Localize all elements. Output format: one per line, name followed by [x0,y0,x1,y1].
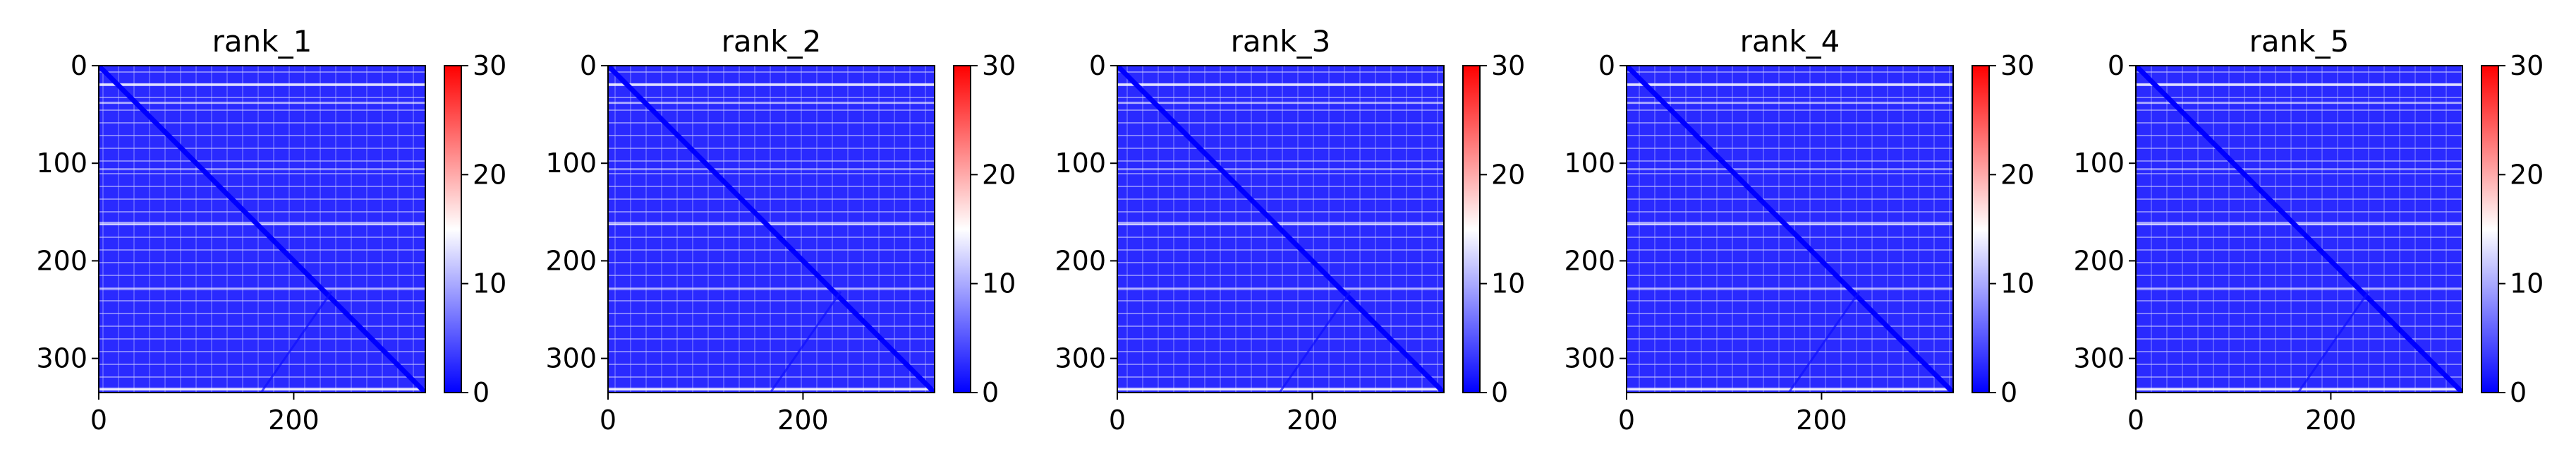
heatmap-image [99,66,425,393]
panel-title: rank_5 [2249,24,2350,59]
colorbar [444,65,462,393]
x-tick-label: 0 [90,405,107,436]
colorbar-tick-label: 10 [473,268,506,299]
y-tick-label: 100 [36,148,87,179]
axes-frame [2135,65,2463,393]
y-tick-label: 0 [580,50,597,81]
y-tick-label: 300 [36,343,87,374]
panel-title: rank_4 [1740,24,1840,59]
y-tick-label: 300 [545,343,597,374]
x-tick-label: 0 [1618,405,1635,436]
x-tick-label: 0 [2127,405,2144,436]
y-tick-label: 300 [1055,343,1106,374]
axes-frame [607,65,935,393]
y-tick-label: 0 [1598,50,1615,81]
heatmap-image [1117,66,1444,393]
colorbar-tick-label: 0 [2000,377,2017,408]
colorbar-tick-label: 10 [2510,268,2544,299]
colorbar-tick-label: 30 [982,50,1016,81]
x-tick-label: 200 [268,405,320,436]
colorbar-tick-label: 0 [1491,377,1508,408]
colorbar-tick-label: 20 [473,159,506,190]
colorbar-tick-label: 30 [473,50,506,81]
colorbar-tick-label: 20 [982,159,1016,190]
y-tick-label: 300 [2073,343,2125,374]
colorbar [1972,65,1990,393]
colorbar-tick-label: 30 [2000,50,2034,81]
y-tick-label: 100 [2073,148,2125,179]
colorbar-tick-label: 0 [982,377,999,408]
panel-title: rank_2 [722,24,822,59]
y-tick-label: 300 [1564,343,1615,374]
x-tick-label: 0 [1109,405,1126,436]
colorbar [1462,65,1481,393]
y-tick-label: 200 [1055,245,1106,276]
y-tick-label: 100 [545,148,597,179]
y-tick-label: 200 [2073,245,2125,276]
colorbar-tick-label: 10 [1491,268,1525,299]
colorbar-tick-label: 30 [2510,50,2544,81]
y-tick-label: 0 [1089,50,1106,81]
y-tick-label: 200 [1564,245,1615,276]
colorbar-tick-label: 10 [982,268,1016,299]
colorbar-tick-label: 20 [2000,159,2034,190]
colorbar-tick-label: 20 [1491,159,1525,190]
y-tick-label: 200 [36,245,87,276]
panel-title: rank_1 [212,24,312,59]
colorbar-tick-label: 20 [2510,159,2544,190]
x-tick-label: 200 [2305,405,2357,436]
y-tick-label: 200 [545,245,597,276]
colorbar [953,65,971,393]
x-tick-label: 200 [1796,405,1847,436]
x-tick-label: 0 [600,405,616,436]
y-tick-label: 0 [2108,50,2125,81]
heatmap-image [2136,66,2462,393]
y-tick-label: 100 [1055,148,1106,179]
colorbar-tick-label: 0 [473,377,490,408]
colorbar-tick-label: 30 [1491,50,1525,81]
x-tick-label: 200 [1287,405,1338,436]
y-tick-label: 100 [1564,148,1615,179]
axes-frame [98,65,426,393]
colorbar [2481,65,2499,393]
axes-frame [1626,65,1954,393]
y-tick-label: 0 [71,50,87,81]
panel-title: rank_3 [1231,24,1331,59]
x-tick-label: 200 [777,405,829,436]
colorbar-tick-label: 0 [2510,377,2527,408]
axes-frame [1117,65,1445,393]
colorbar-tick-label: 10 [2000,268,2034,299]
heatmap-image [608,66,935,393]
heatmap-image [1627,66,1953,393]
